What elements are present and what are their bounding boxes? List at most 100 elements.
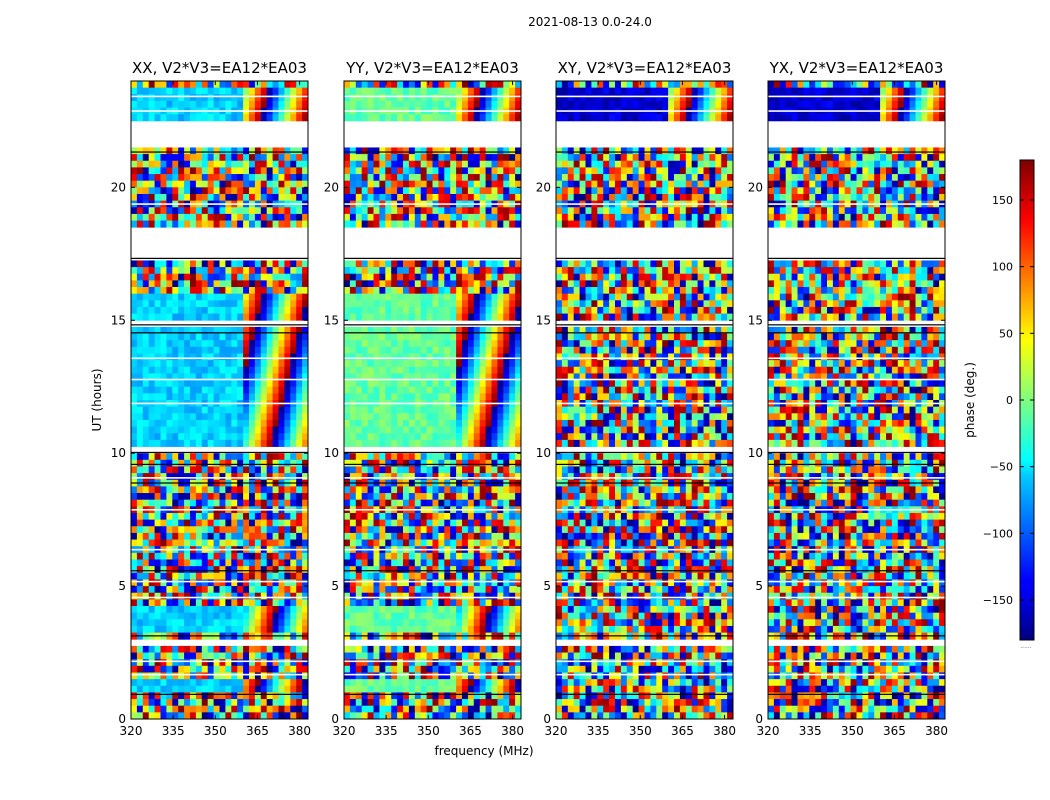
heatmap-cell bbox=[249, 220, 256, 228]
heatmap-cell bbox=[479, 572, 486, 580]
heatmap-cell bbox=[272, 599, 279, 607]
heatmap-cell bbox=[408, 213, 416, 221]
heatmap-cell bbox=[515, 187, 522, 195]
heatmap-cell bbox=[260, 453, 268, 461]
heatmap-cell bbox=[190, 366, 197, 374]
heatmap-cell bbox=[136, 712, 144, 720]
heatmap-cell bbox=[385, 174, 392, 182]
heatmap-cell bbox=[349, 619, 357, 627]
heatmap-cell bbox=[290, 453, 297, 461]
heatmap-cell bbox=[207, 579, 214, 587]
heatmap-cell bbox=[225, 559, 232, 567]
heatmap-cell bbox=[243, 147, 250, 155]
heatmap-cell bbox=[349, 300, 357, 308]
heatmap-cell bbox=[195, 207, 203, 215]
heatmap-cell bbox=[367, 433, 374, 441]
heatmap-cell bbox=[172, 100, 179, 108]
heatmap-cell bbox=[260, 486, 268, 494]
heatmap-cell bbox=[207, 406, 214, 414]
heatmap-cell bbox=[432, 326, 439, 334]
heatmap-cell bbox=[201, 393, 209, 401]
heatmap-cell bbox=[142, 293, 150, 301]
heatmap-cell bbox=[272, 393, 279, 401]
heatmap-cell bbox=[344, 193, 351, 202]
heatmap-cell bbox=[414, 559, 422, 567]
heatmap-cell bbox=[213, 147, 220, 155]
heatmap-cell bbox=[201, 466, 209, 474]
heatmap-cell bbox=[467, 94, 475, 102]
heatmap-cell bbox=[420, 207, 427, 215]
heatmap-cell bbox=[367, 213, 374, 221]
heatmap-cell bbox=[249, 572, 256, 580]
heatmap-cell bbox=[260, 679, 268, 687]
heatmap-cell bbox=[160, 360, 167, 368]
heatmap-cell bbox=[249, 293, 256, 301]
heatmap-cell bbox=[379, 366, 386, 374]
heatmap-cell bbox=[290, 147, 297, 155]
heatmap-cell bbox=[515, 439, 522, 447]
heatmap-cell bbox=[266, 267, 273, 275]
heatmap-cell bbox=[361, 393, 368, 401]
heatmap-cell bbox=[403, 213, 410, 221]
heatmap-cell bbox=[391, 193, 398, 202]
heatmap-cell bbox=[444, 160, 451, 168]
heatmap-cell bbox=[444, 419, 451, 427]
heatmap-cell bbox=[503, 346, 510, 354]
heatmap-cell bbox=[154, 572, 161, 580]
heatmap-cell bbox=[432, 512, 439, 521]
heatmap-cell bbox=[391, 174, 398, 182]
heatmap-cell bbox=[172, 94, 179, 102]
heatmap-cell bbox=[166, 699, 173, 707]
heatmap-cell bbox=[361, 685, 368, 693]
heatmap-cell bbox=[249, 439, 256, 447]
heatmap-cell bbox=[403, 313, 410, 321]
heatmap-cell bbox=[349, 552, 357, 560]
heatmap-cell bbox=[136, 287, 144, 295]
heatmap-cell bbox=[467, 659, 475, 667]
heatmap-cell bbox=[136, 466, 144, 474]
heatmap-cell bbox=[355, 486, 363, 494]
heatmap-cell bbox=[166, 559, 173, 567]
heatmap-cell bbox=[136, 293, 144, 301]
heatmap-cell bbox=[172, 712, 179, 720]
heatmap-cell bbox=[243, 81, 250, 89]
heatmap-cell bbox=[420, 652, 427, 660]
heatmap-cell bbox=[444, 386, 451, 394]
heatmap-cell bbox=[444, 566, 451, 574]
heatmap-cell bbox=[414, 207, 422, 215]
heatmap-cell bbox=[136, 326, 144, 334]
heatmap-cell bbox=[491, 160, 498, 168]
heatmap-cell bbox=[344, 685, 351, 693]
heatmap-cell bbox=[178, 193, 185, 202]
heatmap-cell bbox=[462, 426, 469, 434]
heatmap-cell bbox=[503, 566, 510, 574]
heatmap-cell bbox=[266, 287, 273, 295]
heatmap-cell bbox=[456, 187, 463, 195]
heatmap-cell bbox=[485, 606, 492, 614]
heatmap-cell bbox=[444, 619, 451, 627]
heatmap-cell bbox=[391, 346, 398, 354]
heatmap-cell bbox=[160, 606, 167, 614]
heatmap-cell bbox=[178, 439, 185, 447]
heatmap-cell bbox=[379, 532, 386, 540]
heatmap-cell bbox=[344, 81, 351, 89]
heatmap-cell bbox=[479, 346, 486, 354]
heatmap-cell bbox=[473, 606, 481, 614]
heatmap-cell bbox=[444, 592, 451, 600]
heatmap-cell bbox=[284, 659, 291, 667]
heatmap-cell bbox=[438, 625, 445, 634]
heatmap-cell bbox=[367, 453, 374, 461]
heatmap-cell bbox=[290, 439, 297, 447]
heatmap-cell bbox=[290, 645, 297, 653]
heatmap-cell bbox=[385, 526, 392, 534]
heatmap-cell bbox=[515, 413, 522, 421]
heatmap-cell bbox=[290, 705, 297, 713]
heatmap-cell bbox=[172, 672, 179, 680]
heatmap-cell bbox=[207, 625, 214, 634]
heatmap-cell bbox=[379, 433, 386, 441]
heatmap-cell bbox=[503, 526, 510, 534]
heatmap-cell bbox=[213, 306, 220, 315]
